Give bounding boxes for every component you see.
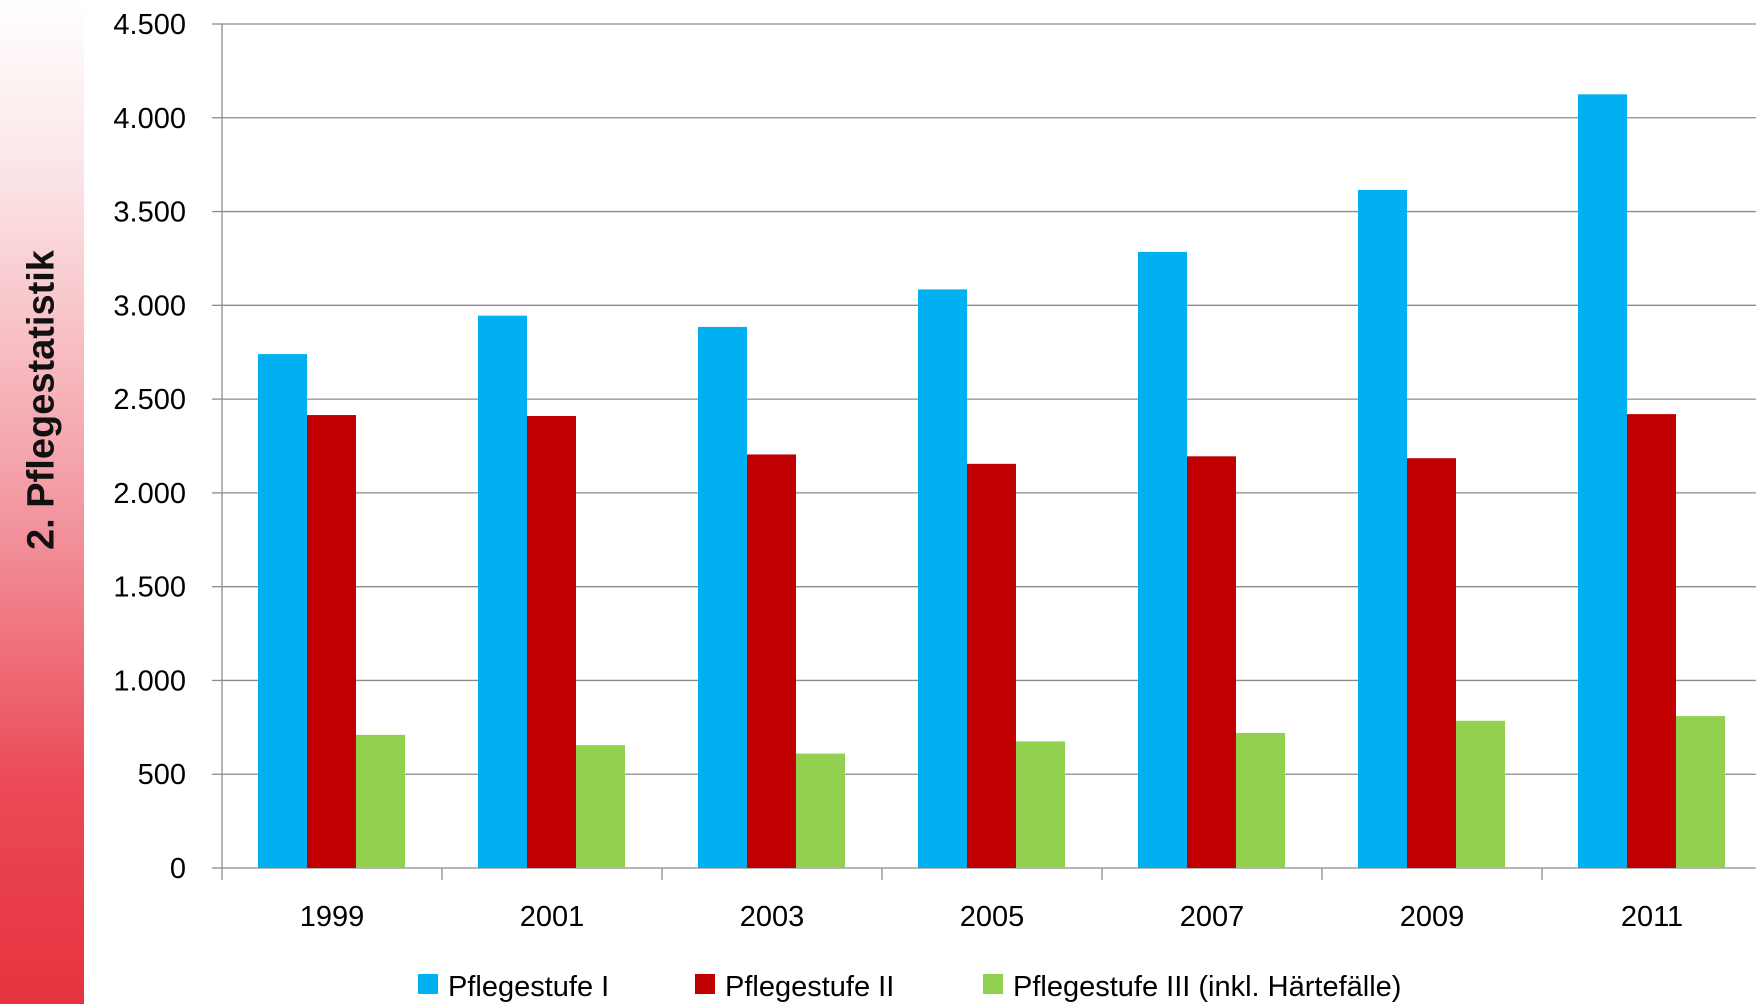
- bar: [918, 289, 967, 868]
- x-tick-label: 2003: [740, 901, 805, 933]
- bar: [1358, 189, 1407, 868]
- y-tick-label: 4.000: [113, 103, 186, 135]
- x-tick-labels: 1999 2001 2003 2005 2007 2009 2011: [300, 901, 1683, 933]
- legend-swatch: [695, 974, 715, 994]
- bar: [1407, 458, 1456, 868]
- bar: [527, 415, 576, 868]
- x-tick-label: 2001: [520, 901, 585, 933]
- bar: [967, 463, 1016, 868]
- legend-label: Pflegestufe II: [725, 971, 894, 1003]
- y-tick-label: 2.000: [113, 478, 186, 510]
- y-tick-label: 3.000: [113, 290, 186, 322]
- x-tick-label: 2005: [960, 901, 1025, 933]
- bar: [307, 415, 356, 868]
- bar: [1627, 414, 1676, 868]
- x-tick-label: 2007: [1180, 901, 1245, 933]
- bar: [576, 745, 625, 868]
- bar: [1138, 251, 1187, 868]
- bar: [478, 315, 527, 868]
- bar: [258, 354, 307, 868]
- x-tick-label: 2009: [1400, 901, 1465, 933]
- bar: [796, 753, 845, 868]
- bar: [698, 326, 747, 868]
- bar: [1016, 741, 1065, 868]
- y-tick-label: 500: [138, 759, 186, 791]
- y-tick-label: 3.500: [113, 197, 186, 229]
- bar: [1187, 456, 1236, 868]
- x-tick-label: 2011: [1621, 901, 1683, 933]
- y-tick-labels: 0 500 1.000 1.500 2.000 2.500 3.000 3.500 4.000 4…: [113, 9, 186, 885]
- legend: Pflegestufe I Pflegestufe II Pflegestufe I…: [418, 971, 1401, 1003]
- bar: [747, 454, 796, 868]
- bar: [1456, 720, 1505, 868]
- y-tick-label: 2.500: [113, 384, 186, 416]
- legend-label: Pflegestufe III (inkl. Härtefälle): [1013, 971, 1401, 1003]
- legend-swatch: [983, 974, 1003, 994]
- y-tick-label: 4.500: [113, 9, 186, 41]
- y-tick-label: 1.000: [113, 665, 186, 697]
- x-tick-label: 1999: [300, 901, 365, 933]
- legend-label: Pflegestufe I: [448, 971, 609, 1003]
- y-tick-label: 0: [170, 853, 186, 885]
- bar: [356, 734, 405, 868]
- y-tick-label: 1.500: [113, 572, 186, 604]
- bar: [1578, 94, 1627, 869]
- bar: [1676, 716, 1725, 868]
- bar: [1236, 732, 1285, 868]
- bars: [258, 94, 1725, 869]
- legend-swatch: [418, 974, 438, 994]
- sidebar-band: 2. Pflegestatistik: [0, 0, 84, 1004]
